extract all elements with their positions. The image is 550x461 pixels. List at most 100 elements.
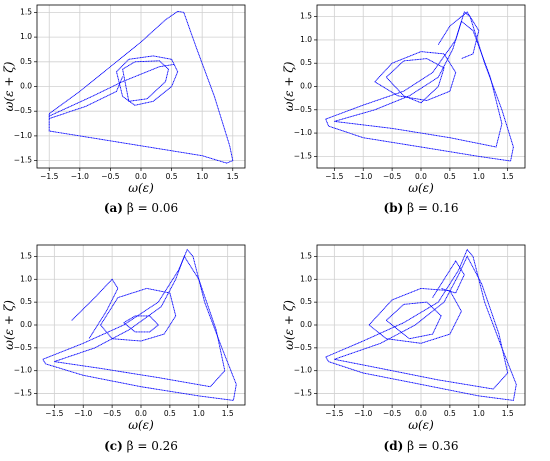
y-tick-label: 1.0 [20, 32, 32, 41]
x-tick-label: −0.5 [383, 409, 401, 418]
y-tick-label: 0.0 [20, 320, 32, 329]
y-tick-label: −0.5 [294, 105, 312, 114]
caption-text: β = 0.06 [127, 201, 178, 215]
x-tick-label: −1.0 [354, 172, 372, 181]
y-tick-label: 1.0 [300, 35, 312, 44]
caption: (a) β = 0.06 [104, 201, 178, 215]
x-tick-label: 0.0 [135, 409, 147, 418]
y-axis-label: ω(ε + ζ) [282, 300, 296, 350]
x-tick-label: 1.5 [222, 409, 234, 418]
y-tick-label: −0.5 [14, 106, 32, 115]
caption-tag: (b) [384, 201, 404, 215]
x-tick-label: −0.5 [101, 172, 119, 181]
y-axis-label: ω(ε + ζ) [2, 61, 16, 111]
x-tick-label: 0.5 [166, 172, 178, 181]
trajectory [71, 278, 119, 339]
y-tick-label: 0.5 [20, 57, 32, 66]
x-tick-label: −1.0 [354, 409, 372, 418]
y-axis-label: ω(ε + ζ) [282, 61, 296, 111]
y-tick-label: −1.5 [14, 389, 32, 398]
trajectory [368, 287, 462, 344]
y-tick-label: −0.5 [14, 343, 32, 352]
trajectory [334, 20, 503, 148]
y-tick-label: −1.0 [294, 366, 312, 375]
trajectory [122, 60, 169, 102]
caption-text: β = 0.26 [127, 439, 178, 453]
trajectory [385, 58, 445, 104]
y-tick-label: 0.5 [300, 58, 312, 67]
y-tick-label: −1.0 [14, 366, 32, 375]
y-tick-label: 0.0 [20, 82, 32, 91]
y-tick-label: −0.5 [294, 343, 312, 352]
trajectory [54, 255, 226, 388]
x-tick-label: 0.0 [415, 172, 427, 181]
x-tick-label: 0.5 [444, 172, 456, 181]
trajectory [48, 10, 234, 164]
plot-frame [36, 4, 246, 169]
trajectory [334, 255, 509, 390]
caption-tag: (a) [104, 201, 123, 215]
trajectory [42, 248, 237, 401]
trajectory [123, 315, 159, 333]
y-axis-label: ω(ε + ζ) [2, 300, 16, 350]
y-tick-label: 0.0 [300, 320, 312, 329]
x-tick-label: 0.5 [444, 409, 456, 418]
x-axis-label: ω(ε) [128, 418, 154, 432]
plot-frame [316, 244, 526, 406]
caption-text: β = 0.36 [407, 439, 458, 453]
y-tick-label: 0.0 [300, 82, 312, 91]
trajectory [116, 55, 179, 106]
x-tick-label: 0.5 [164, 409, 176, 418]
x-tick-label: −1.0 [71, 172, 89, 181]
trajectory [100, 287, 177, 342]
x-tick-label: −1.5 [325, 409, 343, 418]
x-tick-label: 1.5 [502, 409, 514, 418]
caption-tag: (d) [384, 439, 404, 453]
x-tick-label: 1.5 [227, 172, 239, 181]
trajectory [325, 248, 517, 401]
trajectory [437, 11, 480, 60]
plot-frame [316, 4, 526, 169]
trajectory [49, 63, 175, 117]
y-tick-label: 1.0 [300, 274, 312, 283]
caption-text: β = 0.16 [407, 201, 458, 215]
caption-tag: (c) [104, 439, 123, 453]
plot-frame [36, 244, 246, 406]
caption: (c) β = 0.26 [104, 439, 178, 453]
y-tick-label: 1.5 [20, 7, 32, 16]
y-tick-label: −1.5 [14, 156, 32, 165]
y-tick-label: 1.5 [300, 12, 312, 21]
x-tick-label: −1.5 [45, 409, 63, 418]
x-tick-label: 0.0 [415, 409, 427, 418]
x-tick-label: −1.5 [40, 172, 58, 181]
x-tick-label: 1.0 [473, 409, 485, 418]
y-tick-label: 0.5 [300, 297, 312, 306]
x-axis-label: ω(ε) [128, 181, 154, 195]
x-tick-label: 1.0 [196, 172, 208, 181]
y-tick-label: −1.5 [294, 151, 312, 160]
y-tick-label: 1.5 [20, 251, 32, 260]
x-tick-label: 1.0 [193, 409, 205, 418]
x-tick-label: 0.0 [135, 172, 147, 181]
y-tick-label: 1.0 [20, 274, 32, 283]
y-tick-label: 1.5 [300, 251, 312, 260]
trajectory [432, 260, 465, 298]
y-tick-label: 0.5 [20, 297, 32, 306]
y-tick-label: −1.0 [14, 131, 32, 140]
y-tick-label: −1.0 [294, 128, 312, 137]
y-tick-label: −1.5 [294, 389, 312, 398]
x-axis-label: ω(ε) [408, 418, 434, 432]
x-tick-label: 1.5 [502, 172, 514, 181]
trajectory [49, 76, 124, 120]
trajectory [325, 11, 514, 162]
x-axis-label: ω(ε) [408, 181, 434, 195]
x-tick-label: −1.5 [325, 172, 343, 181]
trajectory [374, 51, 457, 101]
x-tick-label: −0.5 [103, 409, 121, 418]
caption: (d) β = 0.36 [384, 439, 459, 453]
caption: (b) β = 0.16 [384, 201, 459, 215]
x-tick-label: −0.5 [383, 172, 401, 181]
x-tick-label: −1.0 [74, 409, 92, 418]
